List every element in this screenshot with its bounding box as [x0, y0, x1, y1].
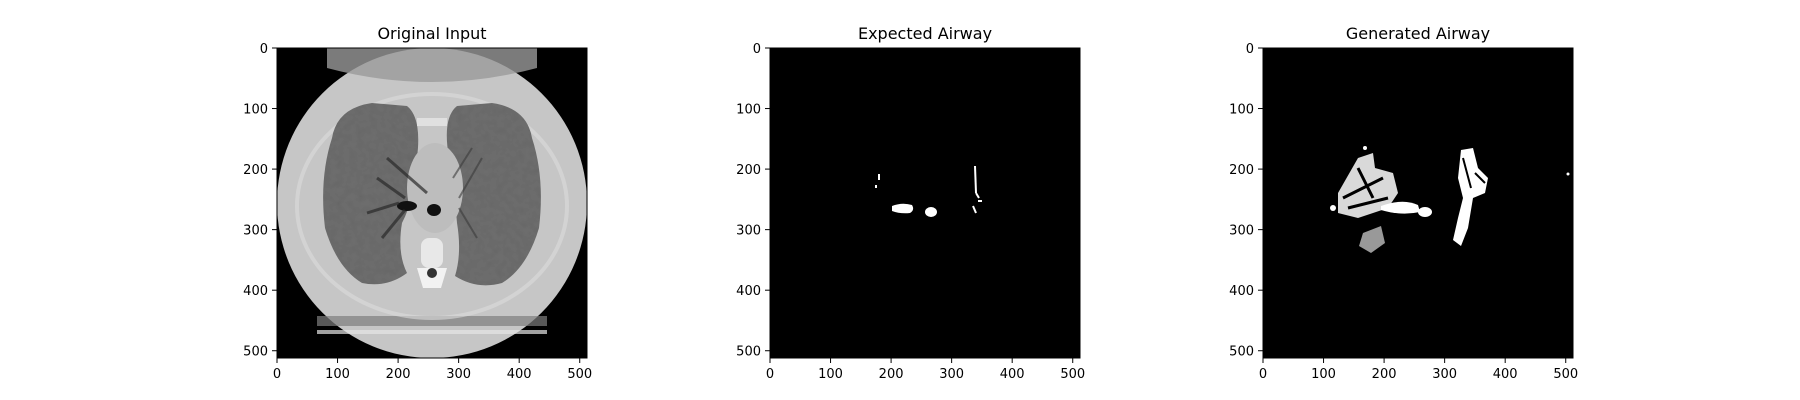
x-tick-label: 400 [1493, 367, 1518, 382]
x-tick-label: 200 [386, 367, 411, 382]
x-tick-label: 400 [507, 367, 532, 382]
y-tick-label: 300 [736, 224, 761, 239]
y-tick-label: 300 [243, 224, 268, 239]
x-tick-label: 0 [1259, 367, 1267, 382]
y-tick-label: 200 [243, 163, 268, 178]
generated-airway-mask-image [1263, 48, 1573, 358]
y-tick-label: 300 [1229, 224, 1254, 239]
panel-title: Generated Airway [1346, 24, 1490, 43]
y-tick-label: 200 [1229, 163, 1254, 178]
x-tick-label: 300 [446, 367, 471, 382]
y-tick-label: 500 [1229, 345, 1254, 360]
x-tick-label: 500 [1553, 367, 1578, 382]
y-tick-label: 500 [736, 345, 761, 360]
x-tick-label: 0 [766, 367, 774, 382]
panel-title: Expected Airway [858, 24, 992, 43]
y-tick-label: 100 [1229, 103, 1254, 118]
x-tick-label: 300 [1432, 367, 1457, 382]
y-tick-label: 0 [1246, 42, 1254, 57]
y-tick-label: 500 [243, 345, 268, 360]
x-tick-label: 100 [1311, 367, 1336, 382]
y-tick-label: 100 [243, 103, 268, 118]
x-tick-label: 200 [1372, 367, 1397, 382]
panel-generated-airway: Generated Airway 0 100 200 300 400 500 0 100 20… [1229, 24, 1578, 382]
x-tick-label: 100 [325, 367, 350, 382]
panel-original-input: Original Input [243, 24, 592, 382]
x-tick-label: 500 [1060, 367, 1085, 382]
panel-expected-airway: Expected Airway 0 100 200 300 400 500 0 100 200… [736, 24, 1085, 382]
x-tick-label: 100 [818, 367, 843, 382]
y-tick-label: 400 [736, 284, 761, 299]
y-tick-label: 400 [243, 284, 268, 299]
x-tick-label: 300 [939, 367, 964, 382]
x-tick-label: 200 [879, 367, 904, 382]
expected-airway-mask-image [770, 48, 1080, 358]
y-tick-label: 0 [260, 42, 268, 57]
x-tick-label: 400 [1000, 367, 1025, 382]
x-tick-label: 500 [567, 367, 592, 382]
ct-scan-image [277, 48, 587, 358]
x-tick-label: 0 [273, 367, 281, 382]
y-tick-label: 200 [736, 163, 761, 178]
panel-title: Original Input [377, 24, 486, 43]
y-tick-label: 0 [753, 42, 761, 57]
y-tick-label: 400 [1229, 284, 1254, 299]
y-tick-label: 100 [736, 103, 761, 118]
